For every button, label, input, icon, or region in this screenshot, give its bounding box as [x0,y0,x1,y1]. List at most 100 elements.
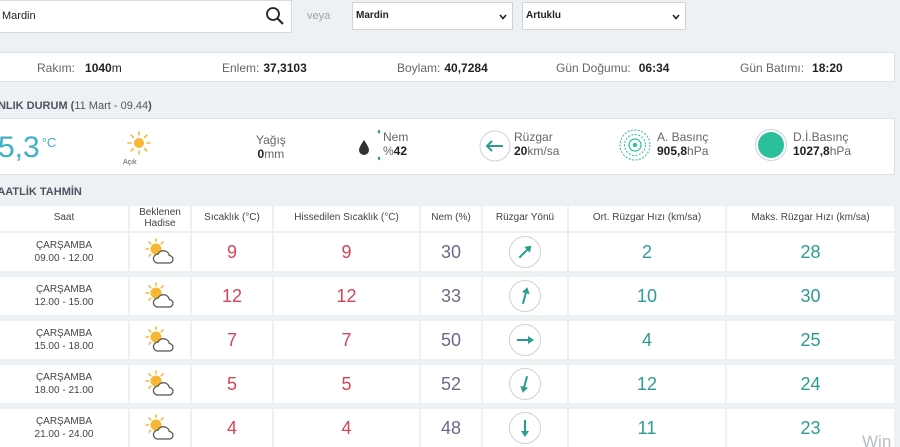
row-period: ÇARŞAMBA 12.00 - 15.00 [0,277,128,315]
sea-pressure-icon [755,129,787,161]
di-basinc-value: 1027,8 [793,144,830,158]
row-hadise [130,365,190,403]
row-humidity-value: 33 [440,286,462,306]
wind-direction-icon [509,368,541,400]
row-time: 12.00 - 15.00 [34,297,94,308]
search-field[interactable] [0,0,292,33]
current-title-time: 11 Mart - 09.44 [74,100,149,112]
row-hadise [130,277,190,315]
row-feels-like-value: 12 [336,286,357,306]
row-period: ÇARŞAMBA 15.00 - 18.00 [0,321,128,359]
row-temperature-value: 7 [226,330,237,350]
sun-icon [127,131,151,155]
row-time: 18.00 - 21.00 [34,385,94,396]
row-temperature: 7 [192,321,272,359]
row-time: 15.00 - 18.00 [34,341,94,352]
row-avg-wind-value: 4 [641,330,652,350]
row-avg-wind-value: 10 [636,286,658,306]
row-max-wind-value: 24 [800,374,821,394]
header-hadise-line2: Hadise [144,218,176,229]
row-humidity-value: 52 [440,374,462,394]
partly-cloudy-icon [145,414,174,440]
row-humidity: 33 [421,277,481,315]
ilce-select[interactable]: Artuklu [522,2,686,30]
boylam-value: 40,7284 [444,61,488,75]
partly-cloudy-icon [145,238,174,264]
header-ort-ruzgar: Ort. Rüzgar Hızı (km/sa) [569,206,725,231]
row-humidity-value: 50 [440,330,462,350]
header-hadise-line1: Beklenen [139,207,181,218]
row-period: ÇARŞAMBA 18.00 - 21.00 [0,365,128,403]
row-max-wind: 30 [727,277,894,315]
gun-batimi-value: 18:20 [812,61,843,75]
search-input[interactable] [2,10,242,22]
row-avg-wind: 12 [569,365,725,403]
row-wind-direction [483,277,567,315]
search-icon[interactable] [265,6,285,26]
gun-dogumu: Gün Doğumu: 06:34 [556,61,669,75]
row-day: ÇARŞAMBA [35,372,93,383]
rakim-unit: m [111,61,122,75]
row-wind-direction [483,409,567,447]
a-basinc: A. Basınç 905,8hPa [657,130,708,158]
row-day: ÇARŞAMBA [35,284,93,295]
row-humidity-value: 48 [440,418,462,438]
header-nem: Nem (%) [421,206,481,231]
row-day: ÇARŞAMBA [35,328,93,339]
header-saat: Saat [0,206,128,231]
row-temperature: 9 [192,233,272,271]
nem-label: Nem [383,130,409,144]
header-maks-ruzgar: Maks. Rüzgar Hızı (km/sa) [727,206,894,231]
row-avg-wind: 2 [569,233,725,271]
row-avg-wind: 11 [569,409,725,447]
gun-batimi: Gün Batımı: 18:20 [740,61,843,75]
humidity-gauge-icon [359,129,380,161]
nem: Nem %42 [383,130,408,158]
row-day: ÇARŞAMBA [35,416,93,427]
partly-cloudy-icon [145,370,174,396]
row-day: ÇARŞAMBA [35,240,93,251]
row-max-wind-value: 30 [800,286,821,306]
rakim: Rakım: 1040m [37,61,122,75]
gun-dogumu-label: Gün Doğumu: [556,61,631,75]
row-avg-wind-value: 2 [641,242,652,262]
row-avg-wind-value: 12 [636,374,658,394]
row-humidity: 52 [421,365,481,403]
row-max-wind-value: 25 [800,330,821,350]
boylam: Boylam: 40,7284 [397,61,488,75]
chevron-down-icon [499,14,507,20]
current-title-close: ) [148,100,152,112]
header-ruzgar-yonu: Rüzgar Yönü [483,206,567,231]
row-max-wind: 28 [727,233,894,271]
row-avg-wind: 10 [569,277,725,315]
rakim-value: 1040 [85,61,112,75]
row-temperature-value: 12 [221,286,243,306]
row-humidity-value: 30 [440,242,462,262]
row-temperature-value: 4 [226,418,237,438]
ruzgar-unit: km/sa [527,144,560,158]
row-period: ÇARŞAMBA 21.00 - 24.00 [0,409,128,447]
row-hadise [130,321,190,359]
row-humidity: 48 [421,409,481,447]
gun-batimi-label: Gün Batımı: [740,61,805,75]
row-wind-direction [483,321,567,359]
wind-direction-icon [509,324,541,356]
wind-arrow-left-icon [479,130,511,162]
row-humidity: 50 [421,321,481,359]
header-hadise: Beklenen Hadise [130,206,190,231]
current-temperature-unit: °C [41,135,57,150]
row-temperature-value: 5 [226,374,237,394]
row-feels-like-value: 4 [341,418,352,438]
a-basinc-label: A. Basınç [657,130,709,144]
row-max-wind-value: 28 [800,242,821,262]
current-title-main: ANLIK DURUM ( [0,100,75,112]
header-hissedilen: Hissedilen Sıcaklık (°C) [274,206,419,231]
current-temperature-value: 5,3 [0,131,40,164]
il-select[interactable]: Mardin [352,2,513,30]
row-feels-like: 5 [274,365,419,403]
header-sicaklik: Sıcaklık (°C) [192,206,272,231]
ruzgar-label: Rüzgar [514,130,553,144]
gun-dogumu-value: 06:34 [638,61,670,75]
pressure-rings-icon [619,129,651,161]
windows-watermark: Win [862,432,892,447]
